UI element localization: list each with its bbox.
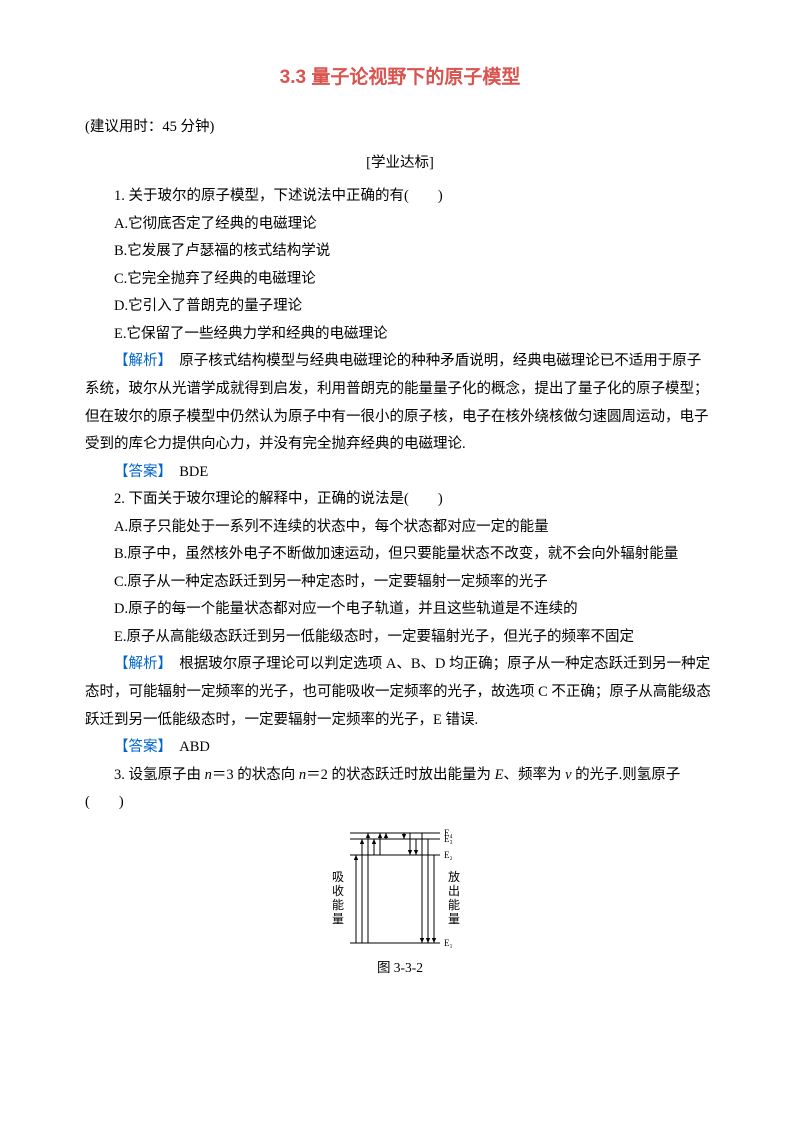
q1-analysis-label: 【解析】: [114, 353, 165, 369]
q2-opt-a: A.原子只能处于一系列不连续的状态中，每个状态都对应一定的能量: [85, 514, 715, 542]
q2-answer-label: 【答案】: [114, 739, 165, 755]
q2-answer: 【答案】 ABD: [85, 734, 715, 762]
q3-eq2: ＝2 的状态跃迁时放出能量为: [306, 767, 495, 783]
q2-opt-e: E.原子从高能级态跃迁到另一低能级态时，一定要辐射光子，但光子的频率不固定: [85, 624, 715, 652]
figure-caption: 图 3-3-2: [377, 955, 423, 981]
svg-text:E₃: E₃: [444, 834, 453, 844]
svg-text:收: 收: [331, 884, 343, 898]
q2-opt-d: D.原子的每一个能量状态都对应一个电子轨道，并且这些轨道是不连续的: [85, 596, 715, 624]
q3-stem: 3. 设氢原子由 n＝3 的状态向 n＝2 的状态跃迁时放出能量为 E、频率为 …: [85, 762, 715, 817]
svg-text:能: 能: [447, 898, 459, 912]
q1-analysis-text: 原子核式结构模型与经典电磁理论的种种矛盾说明，经典电磁理论已不适用于原子系统，玻…: [85, 353, 709, 452]
q3-pre: 3. 设氢原子由: [114, 767, 205, 783]
q1-opt-e: E.它保留了一些经典力学和经典的电磁理论: [85, 321, 715, 349]
q2-answer-text: ABD: [165, 739, 210, 755]
q2-analysis-label: 【解析】: [114, 656, 165, 672]
q2-stem: 2. 下面关于玻尔理论的解释中，正确的说法是( ): [85, 486, 715, 514]
svg-text:E₂: E₂: [444, 850, 453, 860]
energy-level-diagram: E₄E₃E₂E₁吸收能量放出能量: [328, 825, 473, 953]
q1-answer-text: BDE: [165, 464, 209, 480]
svg-text:出: 出: [447, 884, 459, 898]
svg-text:量: 量: [447, 912, 459, 926]
q3-eq3: ＝3 的状态向: [212, 767, 299, 783]
q2-analysis: 【解析】 根据玻尔原子理论可以判定选项 A、B、D 均正确；原子从一种定态跃迁到…: [85, 651, 715, 734]
q1-opt-c: C.它完全抛弃了经典的电磁理论: [85, 266, 715, 294]
q2-opt-b: B.原子中，虽然核外电子不断做加速运动，但只要能量状态不改变，就不会向外辐射能量: [85, 541, 715, 569]
q3-mid: 、频率为: [503, 767, 565, 783]
svg-text:放: 放: [447, 869, 459, 884]
svg-text:E₁: E₁: [444, 938, 453, 948]
q1-stem: 1. 关于玻尔的原子模型，下述说法中正确的有( ): [85, 183, 715, 211]
q3-n3: n: [205, 767, 212, 783]
q1-answer: 【答案】 BDE: [85, 459, 715, 487]
q1-opt-a: A.它彻底否定了经典的电磁理论: [85, 211, 715, 239]
figure-3-3-2: E₄E₃E₂E₁吸收能量放出能量 图 3-3-2: [85, 825, 715, 981]
svg-text:量: 量: [331, 912, 343, 926]
time-hint: (建议用时：45 分钟): [85, 114, 715, 142]
q1-opt-b: B.它发展了卢瑟福的核式结构学说: [85, 238, 715, 266]
section-label: [学业达标]: [85, 150, 715, 178]
q1-opt-d: D.它引入了普朗克的量子理论: [85, 293, 715, 321]
page-title: 3.3 量子论视野下的原子模型: [85, 60, 715, 96]
q1-answer-label: 【答案】: [114, 464, 165, 480]
q2-analysis-text: 根据玻尔原子理论可以判定选项 A、B、D 均正确；原子从一种定态跃迁到另一种定态…: [85, 656, 711, 727]
svg-text:能: 能: [331, 898, 343, 912]
svg-text:吸: 吸: [331, 870, 343, 884]
q1-analysis: 【解析】 原子核式结构模型与经典电磁理论的种种矛盾说明，经典电磁理论已不适用于原…: [85, 348, 715, 458]
q2-opt-c: C.原子从一种定态跃迁到另一种定态时，一定要辐射一定频率的光子: [85, 569, 715, 597]
